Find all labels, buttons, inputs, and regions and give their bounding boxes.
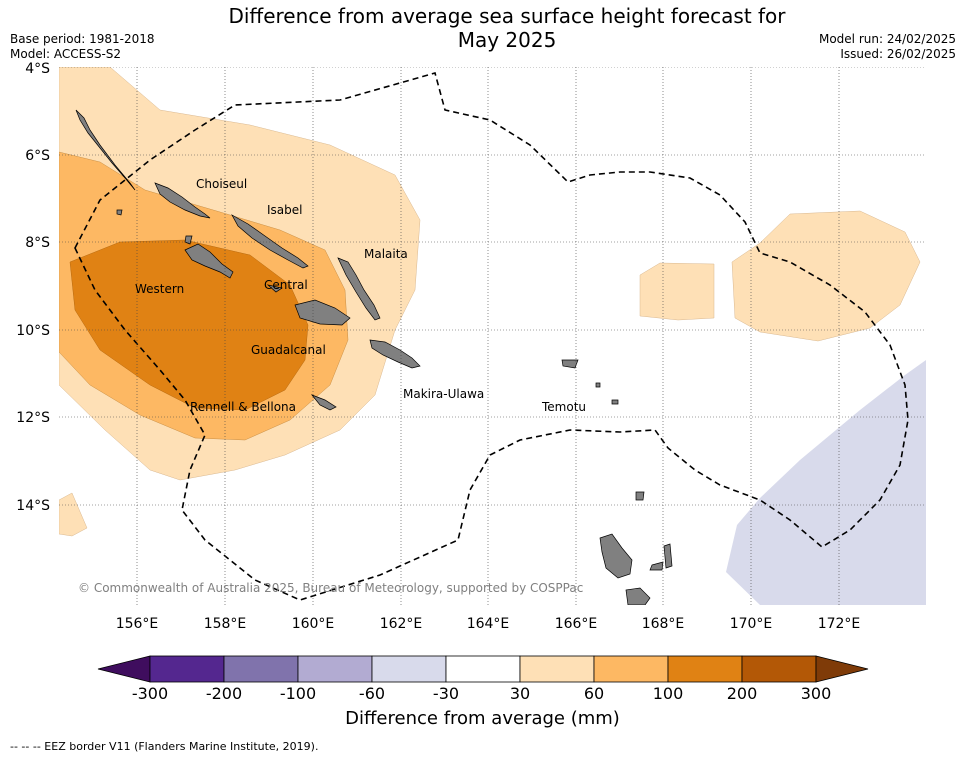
lon-label: 172°E (818, 616, 861, 632)
colorbar-segment (741, 655, 817, 683)
eez-border (74, 72, 909, 601)
colorbar-segment (667, 655, 743, 683)
colorbar-extend-high (815, 655, 869, 683)
title-line-2: May 2025 (457, 28, 557, 52)
eez-legend-note: -- -- -- EEZ border V11 (Flanders Marine… (10, 740, 319, 753)
colorbar-segment (297, 655, 373, 683)
island-makira (369, 339, 421, 369)
lon-label: 158°E (204, 616, 247, 632)
lat-label: 12°S (16, 410, 50, 426)
model-run: Model run: 24/02/2025 (818, 32, 956, 46)
meta-left: Base period: 1981-2018 Model: ACCESS-S2 (10, 32, 155, 62)
label-western: Western (135, 282, 184, 296)
lon-label: 170°E (730, 616, 773, 632)
island-group (75, 109, 673, 605)
lat-label: 8°S (25, 235, 50, 251)
colorbar-tick: -300 (132, 684, 168, 703)
island-small-6 (116, 209, 123, 216)
lon-label: 160°E (292, 616, 335, 632)
island-ndeni (561, 359, 579, 369)
label-isabel: Isabel (267, 203, 302, 217)
island-choiseul (75, 109, 136, 191)
label-rennell-bellona: Rennell & Bellona (190, 400, 296, 414)
island-small-3 (595, 382, 601, 388)
colorbar-segment (371, 655, 447, 683)
anomaly-30-60-central (639, 262, 715, 321)
label-malaita: Malaita (364, 247, 408, 261)
meta-right: Model run: 24/02/2025 Issued: 26/02/2025 (819, 32, 956, 62)
map-title: Difference from average sea surface heig… (0, 4, 965, 52)
map-area: Choiseul Isabel Malaita Western Central … (59, 67, 926, 605)
colorbar (97, 655, 869, 683)
anomaly-30-60-east (731, 210, 921, 342)
colorbar-segment (445, 655, 521, 683)
model-name: Model: ACCESS-S2 (10, 47, 122, 61)
island-small-4 (611, 399, 619, 405)
base-period: Base period: 1981-2018 (10, 32, 155, 46)
colorbar-title: Difference from average (mm) (345, 708, 620, 729)
lon-axis: 156°E 158°E 160°E 162°E 164°E 166°E 168°… (116, 616, 861, 632)
label-guadalcanal: Guadalcanal (251, 343, 326, 357)
colorbar-tick: 300 (801, 684, 832, 703)
island-malekula (625, 587, 651, 605)
island-maewo (663, 543, 673, 569)
lon-label: 164°E (467, 616, 510, 632)
colorbar-segment (519, 655, 595, 683)
issued-date: Issued: 26/02/2025 (840, 47, 956, 61)
island-new-georgia (184, 243, 234, 279)
anomaly-100-200 (69, 239, 309, 411)
lat-label: 6°S (25, 148, 50, 164)
label-central: Central (264, 278, 308, 292)
colorbar-tick: -100 (280, 684, 316, 703)
colorbar-tick: 200 (727, 684, 758, 703)
island-nggela (266, 284, 283, 293)
copyright-notice: © Commonwealth of Australia 2025, Bureau… (78, 581, 583, 595)
lon-label: 156°E (116, 616, 159, 632)
island-choiseul-main (154, 182, 211, 219)
island-small-5 (184, 235, 193, 245)
lon-label: 162°E (380, 616, 423, 632)
anomaly-neg-30-60 (726, 360, 926, 605)
colorbar-tick: 60 (584, 684, 604, 703)
colorbar-tick: 100 (653, 684, 684, 703)
colorbar-extend-low (97, 655, 151, 683)
lon-label: 166°E (555, 616, 598, 632)
colorbar-segment (593, 655, 669, 683)
title-line-1: Difference from average sea surface heig… (228, 4, 786, 28)
colorbar-segment (223, 655, 299, 683)
lon-label: 168°E (642, 616, 685, 632)
label-makira-ulawa: Makira-Ulawa (403, 387, 484, 401)
island-malaita (337, 257, 381, 321)
island-small-2 (649, 561, 664, 571)
island-isabel (231, 214, 309, 269)
colorbar-ticks: -300 -200 -100 -60 -30 30 60 100 200 300 (132, 684, 831, 703)
lat-label: 4°S (25, 61, 50, 77)
colorbar-tick: -200 (206, 684, 242, 703)
colorbar-tick: -30 (433, 684, 459, 703)
colorbar-tick: -60 (359, 684, 385, 703)
island-small-1 (635, 491, 645, 501)
lat-label: 14°S (16, 498, 50, 514)
colorbar-segment (149, 655, 225, 683)
lat-label: 10°S (16, 323, 50, 339)
label-choiseul: Choiseul (196, 177, 247, 191)
label-temotu: Temotu (541, 400, 586, 414)
island-guadalcanal (294, 299, 351, 326)
anomaly-30-60-sw (59, 492, 88, 537)
island-espiritu (599, 533, 633, 579)
colorbar-tick: 30 (510, 684, 530, 703)
island-rennell (310, 394, 337, 411)
grid-lines (59, 67, 926, 605)
lat-axis: 4°S 6°S 8°S 10°S 12°S 14°S (16, 61, 50, 514)
